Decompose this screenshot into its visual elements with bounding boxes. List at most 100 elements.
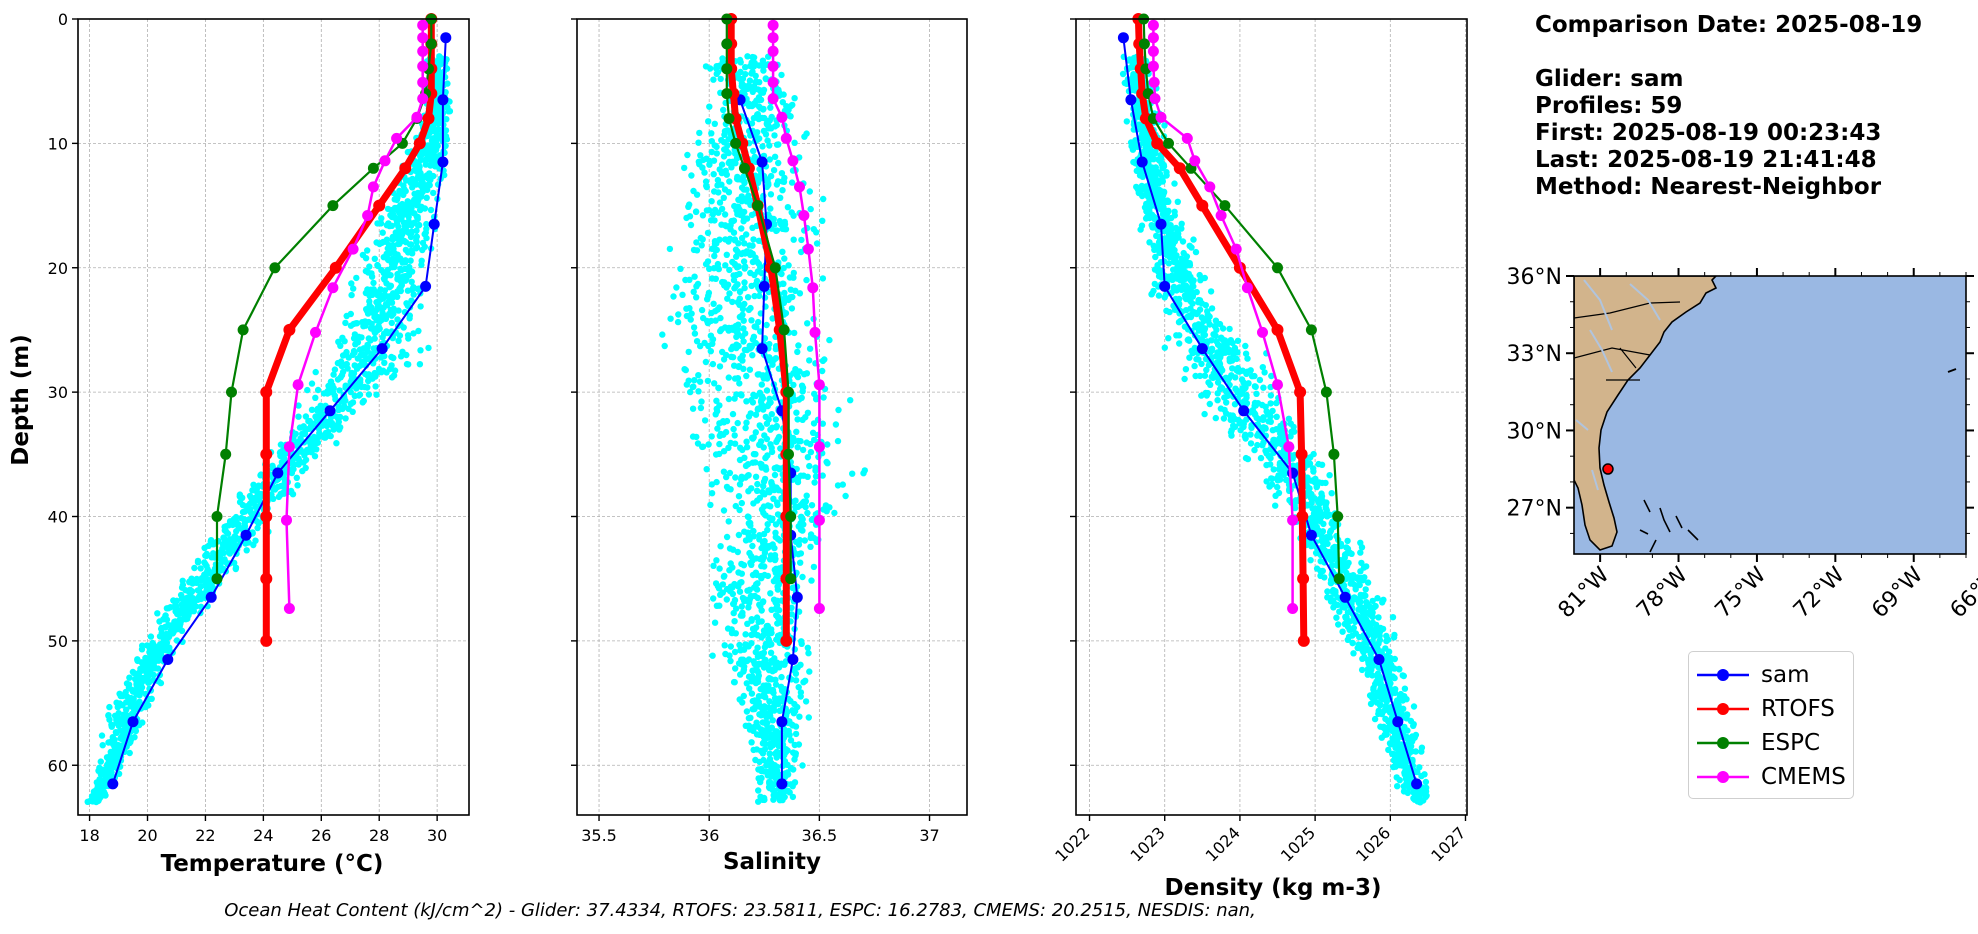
glider-scatter-point <box>1261 369 1268 376</box>
glider-scatter-point <box>390 245 397 252</box>
glider-scatter-point <box>352 341 359 348</box>
glider-scatter-point <box>661 342 668 350</box>
glider-scatter-point <box>395 337 402 344</box>
glider-scatter-point <box>1217 405 1225 412</box>
glider-scatter-point <box>1236 391 1244 398</box>
glider-scatter-point <box>160 616 167 623</box>
glider-scatter-point <box>300 459 307 466</box>
glider-scatter-point <box>396 332 404 339</box>
glider-scatter-point <box>201 571 208 578</box>
glider-scatter-point <box>806 345 814 352</box>
glider-scatter-point <box>738 473 745 480</box>
glider-scatter-point <box>373 391 380 398</box>
glider-scatter-point <box>1232 385 1239 392</box>
glider-scatter-point <box>353 385 360 392</box>
series-point-cmems <box>767 32 779 44</box>
glider-scatter-point <box>111 754 118 761</box>
glider-scatter-point <box>766 400 773 407</box>
glider-scatter-point <box>686 276 693 283</box>
glider-scatter-point <box>381 359 388 366</box>
series-point-cmems <box>813 514 825 526</box>
glider-scatter-point <box>1188 244 1195 251</box>
glider-scatter-point <box>1234 364 1242 372</box>
glider-scatter-point <box>755 260 762 267</box>
glider-scatter-point <box>355 333 362 340</box>
glider-scatter-point <box>1241 398 1248 405</box>
glider-scatter-point <box>1282 476 1290 484</box>
glider-scatter-point <box>681 164 688 172</box>
glider-scatter-point <box>1209 374 1217 381</box>
glider-scatter-point <box>418 151 425 158</box>
series-point-sam <box>437 156 449 168</box>
glider-scatter-point <box>793 428 800 435</box>
series-point-sam <box>758 280 770 292</box>
glider-scatter-point <box>249 487 256 494</box>
glider-scatter-point <box>139 719 146 726</box>
glider-scatter-point <box>737 612 745 619</box>
glider-scatter-point <box>769 666 776 673</box>
glider-scatter-point <box>307 422 315 429</box>
glider-scatter-point <box>712 275 719 282</box>
glider-scatter-point <box>93 779 101 786</box>
glider-scatter-point <box>710 300 717 307</box>
glider-scatter-point <box>109 734 117 741</box>
glider-scatter-point <box>725 518 732 525</box>
series-point-sam <box>240 529 252 541</box>
glider-scatter-point <box>421 231 428 238</box>
series-point-cmems <box>767 93 779 105</box>
glider-scatter-point <box>407 257 414 264</box>
glider-scatter-point <box>763 321 770 329</box>
glider-scatter-point <box>1138 186 1146 194</box>
glider-scatter-point <box>771 471 779 479</box>
glider-scatter-point <box>712 308 719 315</box>
series-point-cmems <box>776 111 788 123</box>
glider-scatter-point <box>1242 431 1249 438</box>
glider-scatter-point <box>335 418 342 426</box>
glider-scatter-point <box>773 748 780 756</box>
glider-scatter-point <box>755 693 763 700</box>
series-point-rtofs <box>373 199 386 212</box>
glider-scatter-point <box>1142 215 1150 222</box>
glider-scatter-point <box>792 287 799 294</box>
glider-scatter-point <box>443 136 451 143</box>
series-point-cmems <box>417 19 429 31</box>
glider-scatter-point <box>742 330 749 337</box>
glider-scatter-point <box>787 737 795 744</box>
glider-scatter-point <box>388 319 395 327</box>
glider-scatter-point <box>717 75 724 83</box>
series-point-rtofs <box>780 634 793 647</box>
glider-scatter-point <box>789 293 796 301</box>
glider-scatter-point <box>410 291 417 298</box>
glider-scatter-point <box>1242 342 1249 350</box>
series-point-sam <box>787 654 799 665</box>
glider-scatter-point <box>230 515 238 523</box>
glider-scatter-point <box>749 542 756 550</box>
glider-scatter-point <box>1233 355 1240 363</box>
glider-scatter-point <box>1219 336 1226 343</box>
glider-scatter-point <box>834 437 842 445</box>
glider-scatter-point <box>780 280 787 287</box>
y-tick-label: 50 <box>48 632 68 651</box>
x-tick-label: 24 <box>253 826 273 845</box>
glider-scatter-point <box>1192 372 1199 380</box>
glider-scatter-point <box>767 426 774 433</box>
glider-scatter-point <box>764 526 771 534</box>
glider-scatter-point <box>1315 460 1322 468</box>
glider-scatter-point <box>753 324 760 331</box>
glider-scatter-point <box>220 534 227 541</box>
glider-scatter-point <box>444 104 451 111</box>
glider-scatter-point <box>1219 325 1227 332</box>
glider-scatter-point <box>746 536 753 543</box>
glider-scatter-point <box>288 469 296 477</box>
glider-scatter-point <box>756 702 763 709</box>
glider-scatter-point <box>247 508 254 515</box>
glider-scatter-point <box>675 311 682 318</box>
glider-scatter-point <box>1214 341 1222 348</box>
glider-scatter-point <box>1232 347 1239 354</box>
glider-scatter-point <box>350 285 357 292</box>
glider-scatter-point <box>226 550 233 557</box>
glider-scatter-point <box>398 205 406 212</box>
glider-scatter-point <box>341 403 348 410</box>
glider-scatter-point <box>1257 454 1265 462</box>
glider-scatter-point <box>408 286 416 293</box>
